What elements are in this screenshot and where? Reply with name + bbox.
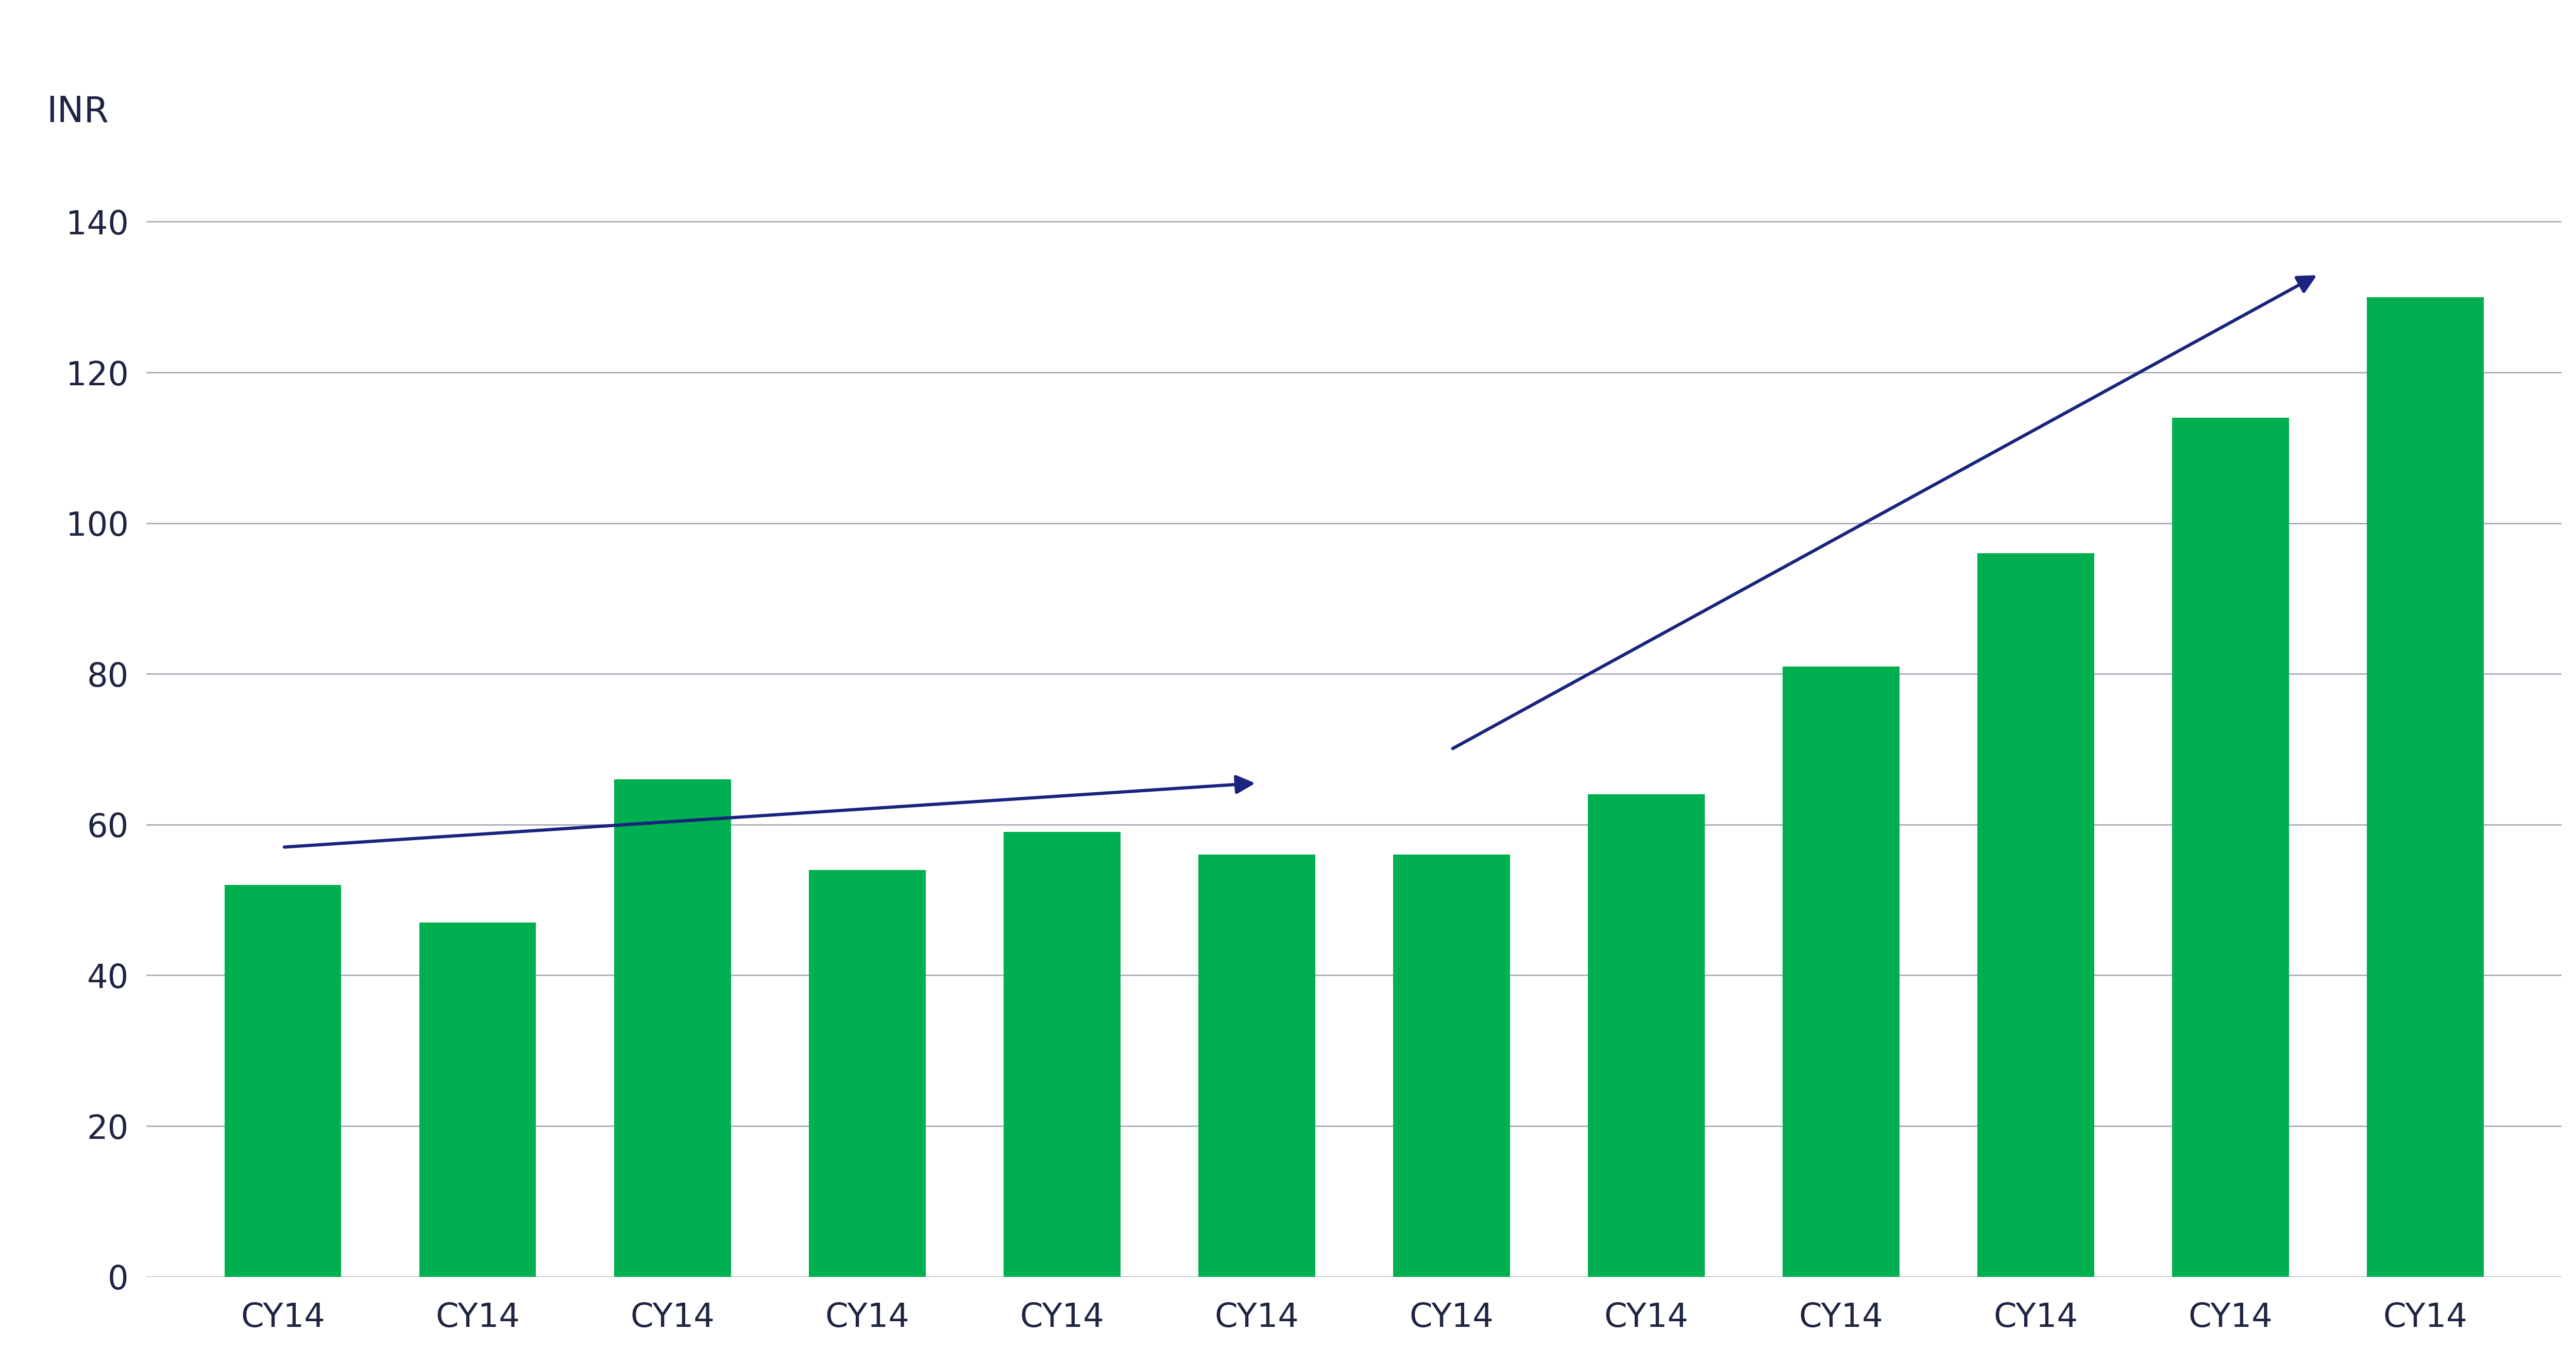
Bar	[613, 779, 732, 1277]
Bar	[420, 922, 536, 1277]
Bar	[1783, 666, 1899, 1277]
Bar	[2367, 297, 2483, 1277]
Text: INR: INR	[46, 94, 108, 129]
Bar	[1394, 855, 1510, 1277]
Bar	[1978, 553, 2094, 1277]
Bar	[1587, 794, 1705, 1277]
Bar	[2172, 418, 2290, 1277]
Bar	[809, 869, 925, 1277]
Bar	[1198, 855, 1316, 1277]
Bar	[1005, 832, 1121, 1277]
Bar	[224, 884, 340, 1277]
